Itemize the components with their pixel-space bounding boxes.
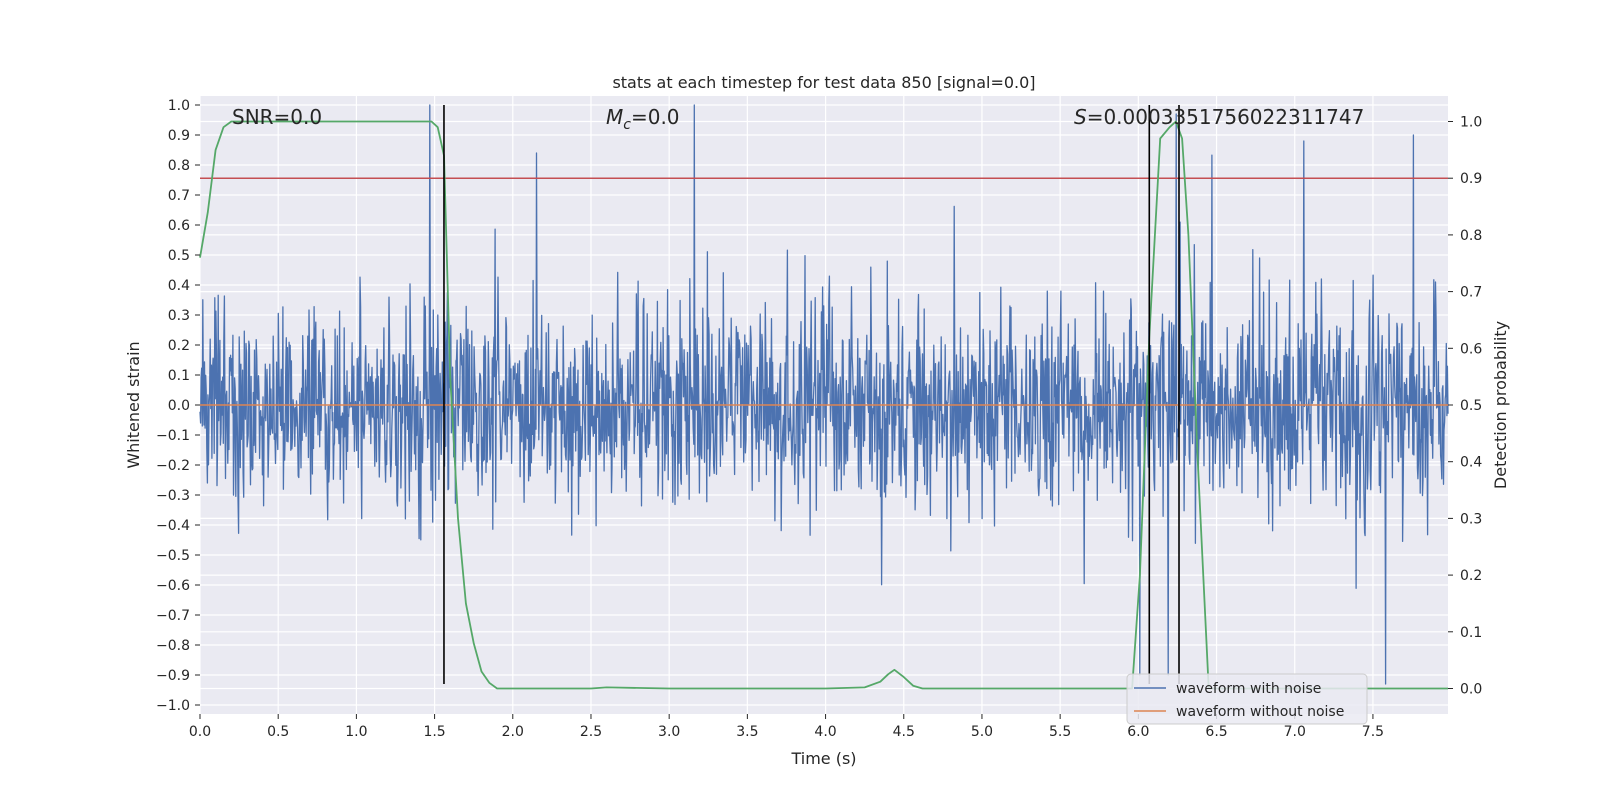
y-tick-label: −0.9 xyxy=(156,668,190,684)
x-tick-label: 6.5 xyxy=(1205,724,1227,740)
axes: 0.0 0.5 1.0 1.5 2.0 2.5 3.0 3.5 4.0 4.5 5.0 5.5 6.0 6… xyxy=(156,98,1482,740)
y-tick-label: −0.8 xyxy=(156,638,190,654)
y2-tick-label: 0.3 xyxy=(1460,511,1482,527)
x-tick-label: 4.5 xyxy=(893,724,915,740)
y2-tick-label: 0.6 xyxy=(1460,341,1482,357)
x-tick-label: 2.5 xyxy=(580,724,602,740)
legend-box xyxy=(1126,673,1368,725)
s-annotation: S=0.0003351756022311747 xyxy=(1074,105,1364,129)
x-tick-label: 4.0 xyxy=(814,724,836,740)
x-axis-label: Time (s) xyxy=(790,749,856,768)
legend-label-noise: waveform with noise xyxy=(1176,681,1321,697)
y-tick-label: 0.8 xyxy=(168,158,190,174)
snr-annotation: SNR=0.0 xyxy=(232,105,322,129)
x-tick-label: 3.0 xyxy=(658,724,680,740)
mc-symbol: M xyxy=(606,105,623,129)
x-tick-label: 1.0 xyxy=(345,724,367,740)
x-tick-label: 2.0 xyxy=(502,724,524,740)
y-tick-label: 0.0 xyxy=(168,398,190,414)
y-tick-label: −0.5 xyxy=(156,548,190,564)
y-tick-label: 0.1 xyxy=(168,368,190,384)
y-tick-label: −0.4 xyxy=(156,518,190,534)
legend: waveform with noise waveform without noi… xyxy=(1126,673,1368,725)
x-tick-label: 7.0 xyxy=(1284,724,1306,740)
y2-tick-label: 0.5 xyxy=(1460,398,1482,414)
waveform-with-noise-line xyxy=(199,104,1449,685)
y-tick-label: 0.3 xyxy=(168,308,190,324)
series-layer xyxy=(199,105,1448,690)
noise-series xyxy=(199,104,1449,685)
y2-tick-label: 1.0 xyxy=(1460,115,1482,131)
y-tick-label: 0.9 xyxy=(168,128,190,144)
y-tick-label: −0.2 xyxy=(156,458,190,474)
y-axis-label: Whitened strain xyxy=(124,341,143,468)
mc-annotation: Mc=0.0 xyxy=(606,105,680,133)
y2-tick-label: 0.8 xyxy=(1460,228,1482,244)
x-tick-label: 0.5 xyxy=(267,724,289,740)
y2-tick-label: 0.4 xyxy=(1460,455,1482,471)
detection-probability-line xyxy=(199,120,1448,690)
x-tick-label: 5.0 xyxy=(971,724,993,740)
y2-axis-label: Detection probability xyxy=(1491,321,1510,489)
x-tick-label: 7.5 xyxy=(1362,724,1384,740)
legend-label-clean: waveform without noise xyxy=(1176,704,1344,720)
s-symbol: S xyxy=(1074,105,1087,129)
s-value: =0.0003351756022311747 xyxy=(1087,105,1365,129)
y-tick-label: −0.1 xyxy=(156,428,190,444)
y-tick-label: −0.7 xyxy=(156,608,190,624)
mc-value: =0.0 xyxy=(631,105,680,129)
y2-tick-label: 0.7 xyxy=(1460,285,1482,301)
y2-tick-label: 0.0 xyxy=(1460,681,1482,697)
x-tick-label: 5.5 xyxy=(1049,724,1071,740)
y-tick-label: 0.4 xyxy=(168,278,190,294)
y2-tick-label: 0.9 xyxy=(1460,171,1482,187)
y2-tick-label: 0.1 xyxy=(1460,625,1482,641)
y-tick-label: −0.6 xyxy=(156,578,190,594)
y-tick-label: 0.5 xyxy=(168,248,190,264)
y-tick-label: −0.3 xyxy=(156,488,190,504)
x-tick-label: 3.5 xyxy=(736,724,758,740)
y-tick-label: −1.0 xyxy=(156,698,190,714)
y-tick-label: 0.6 xyxy=(168,218,190,234)
y2-tick-label: 0.2 xyxy=(1460,568,1482,584)
x-tick-label: 6.0 xyxy=(1127,724,1149,740)
x-tick-label: 1.5 xyxy=(423,724,445,740)
chart-title: stats at each timestep for test data 850… xyxy=(612,73,1035,92)
mc-subscript: c xyxy=(623,117,631,133)
x-tick-label: 0.0 xyxy=(189,724,211,740)
y-tick-label: 0.2 xyxy=(168,338,190,354)
y-tick-label: 0.7 xyxy=(168,188,190,204)
y-tick-label: 1.0 xyxy=(168,98,190,114)
